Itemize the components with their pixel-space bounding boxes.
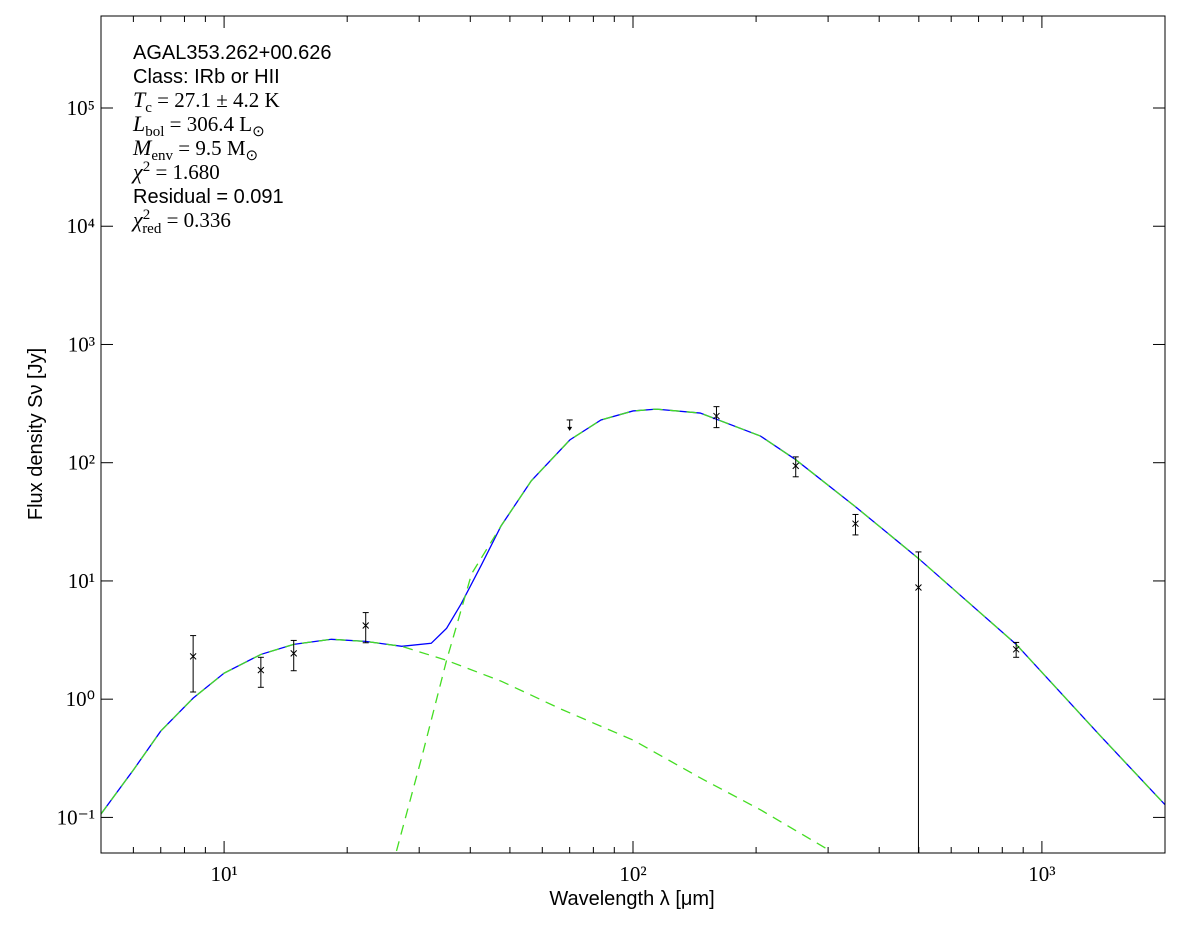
annotation-part: bol bbox=[145, 124, 164, 140]
annotation-part: = 306.4 L bbox=[164, 112, 252, 136]
y-tick-label: 10⁻¹ bbox=[57, 805, 95, 829]
upper-limit-head bbox=[567, 426, 573, 431]
x-tick-label: 10² bbox=[619, 862, 646, 886]
annotation-part: red bbox=[142, 221, 162, 237]
annotation-part: L bbox=[132, 111, 145, 136]
data-point bbox=[852, 520, 859, 528]
annotation: Menv = 9.5 M⊙ bbox=[132, 135, 258, 164]
annotation: Residual = 0.091 bbox=[133, 186, 284, 208]
annotation-part: c bbox=[145, 100, 152, 116]
annotation-part: = 9.5 M bbox=[173, 136, 246, 160]
data-point bbox=[915, 584, 922, 591]
data-point bbox=[189, 653, 197, 660]
annotation: χ2 = 1.680 bbox=[131, 159, 220, 184]
annotation: Tc = 27.1 ± 4.2 K bbox=[133, 87, 280, 116]
x-tick-label: 10¹ bbox=[210, 862, 237, 886]
annotation-part: = 0.336 bbox=[161, 208, 231, 232]
component-curve bbox=[395, 408, 1165, 852]
annotation: χ2 red = 0.336 bbox=[131, 207, 231, 237]
annotation-part: Class: IRb or HII bbox=[133, 66, 280, 88]
annotation-part: 2 bbox=[143, 207, 151, 223]
data-point bbox=[257, 666, 265, 674]
y-tick-label: 10⁰ bbox=[66, 687, 95, 711]
annotation: AGAL353.262+00.626 bbox=[133, 42, 332, 64]
annotation-part: Residual = 0.091 bbox=[133, 186, 284, 208]
data-point bbox=[290, 650, 298, 657]
component-curve bbox=[101, 638, 831, 852]
data-point bbox=[792, 462, 800, 470]
annotation-part: 2 bbox=[143, 159, 151, 175]
annotation-part: χ bbox=[131, 207, 144, 232]
annotation-part: AGAL353.262+00.626 bbox=[133, 42, 332, 64]
y-tick-label: 10³ bbox=[68, 332, 95, 356]
x-tick-label: 10³ bbox=[1028, 862, 1055, 886]
annotation: Class: IRb or HII bbox=[133, 66, 280, 88]
data-point bbox=[1012, 645, 1020, 653]
annotation-part: χ bbox=[131, 159, 144, 184]
plot-area bbox=[101, 406, 1165, 853]
annotation-part: ⊙ bbox=[246, 148, 259, 164]
y-tick-label: 10¹ bbox=[68, 569, 95, 593]
y-tick-label: 10² bbox=[68, 451, 95, 475]
annotation-part: env bbox=[151, 148, 173, 164]
y-tick-label: 10⁴ bbox=[67, 214, 95, 238]
annotation: Lbol = 306.4 L⊙ bbox=[132, 111, 265, 140]
x-axis-label: Wavelength λ [μm] bbox=[549, 888, 714, 910]
y-tick-label: 10⁵ bbox=[67, 96, 95, 120]
annotation-part: = 27.1 ± 4.2 K bbox=[152, 88, 280, 112]
annotation-part: M bbox=[132, 135, 153, 160]
annotation-part: T bbox=[133, 87, 147, 112]
annotation-part: ⊙ bbox=[252, 124, 265, 140]
y-axis-label: Flux density Sν [Jy] bbox=[25, 348, 47, 520]
annotation-part: = 1.680 bbox=[150, 160, 220, 184]
data-point bbox=[713, 412, 720, 420]
data-point bbox=[362, 622, 370, 629]
